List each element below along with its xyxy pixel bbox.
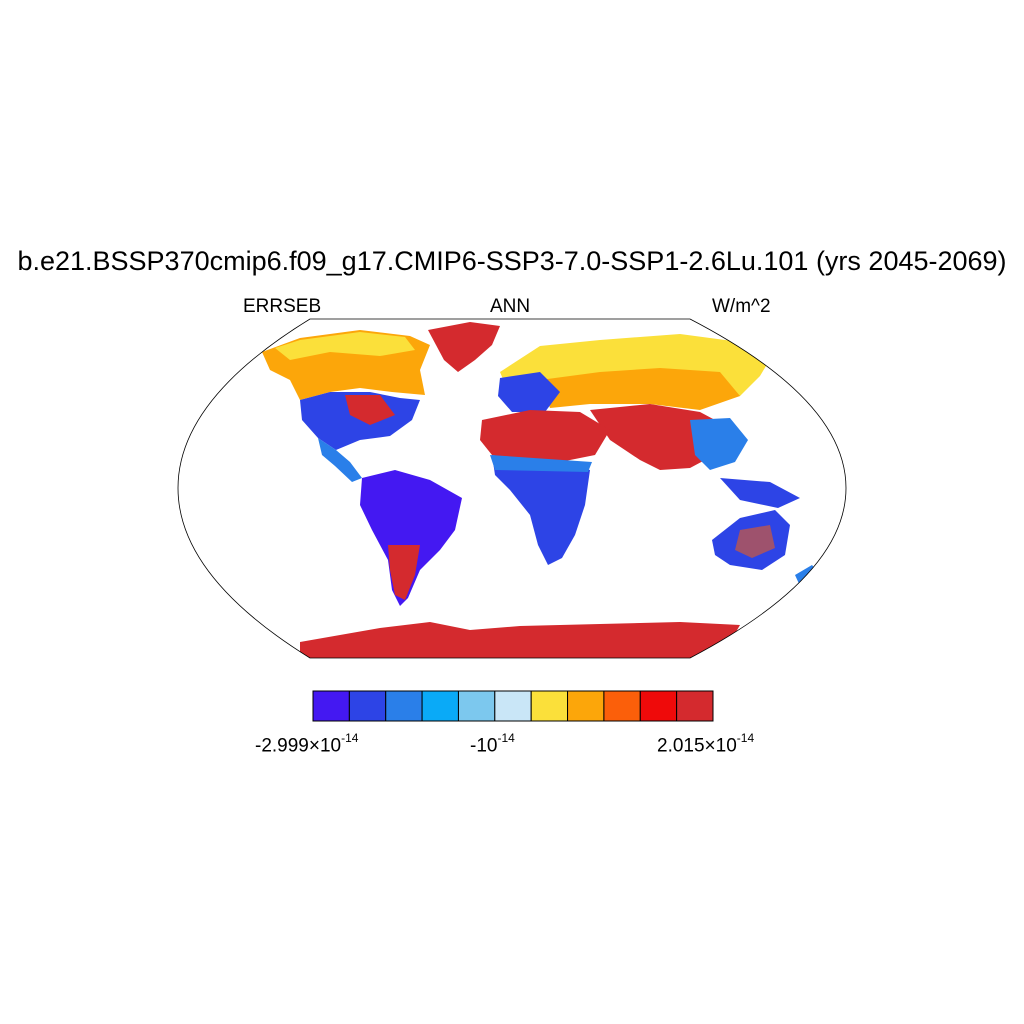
colorbar-box-4 xyxy=(457,690,496,722)
colorbar-mid-label: -10-14 xyxy=(470,731,515,757)
usa-region xyxy=(300,392,420,450)
antarctica-region xyxy=(300,622,740,658)
colorbar xyxy=(312,690,714,722)
colorbar-box-7 xyxy=(567,690,605,722)
colorbar-max-exponent: -14 xyxy=(736,731,755,745)
plot-title: b.e21.BSSP370cmip6.f09_g17.CMIP6-SSP3-7.… xyxy=(17,246,1007,276)
usa-east-patch xyxy=(345,395,395,425)
colorbar-box-3 xyxy=(421,690,459,722)
colorbar-mid-exponent: -14 xyxy=(497,731,515,745)
china-region xyxy=(690,418,748,470)
colorbar-max-prefix: ×10 xyxy=(704,735,737,757)
sahel-band xyxy=(490,455,592,472)
colorbar-box-8 xyxy=(603,690,641,722)
colorbar-max-mantissa: 2.015 xyxy=(657,735,705,757)
colorbar-min-prefix: ×10 xyxy=(308,735,342,757)
europe-west xyxy=(498,372,560,412)
colorbar-box-5 xyxy=(494,690,532,722)
australia-interior xyxy=(735,525,775,558)
variable-label: ERRSEB xyxy=(243,296,322,317)
units-label: W/m^2 xyxy=(712,296,771,317)
colorbar-min-mantissa: -2.999 xyxy=(255,735,309,757)
land-masses xyxy=(262,322,818,658)
canada-north-band xyxy=(275,332,415,360)
north-africa-region xyxy=(480,410,610,462)
map-border xyxy=(177,318,847,659)
season-label: ANN xyxy=(490,296,531,317)
colorbar-box-1 xyxy=(348,690,387,722)
greenland-region xyxy=(428,322,500,372)
se-asia-islands xyxy=(720,478,800,508)
central-africa-region xyxy=(492,455,590,565)
colorbar-box-10 xyxy=(676,690,714,722)
colorbar-max-label: 2.015×10-14 xyxy=(657,731,755,757)
colorbar-box-2 xyxy=(385,690,423,722)
south-america-south xyxy=(388,545,420,600)
colorbar-box-6 xyxy=(530,690,569,722)
colorbar-box-0 xyxy=(312,690,350,722)
colorbar-min-label: -2.999×10-14 xyxy=(255,731,359,757)
eurasia-central xyxy=(540,368,740,410)
south-america-region xyxy=(360,470,462,606)
colorbar-mid-mantissa: -10 xyxy=(470,735,498,757)
colorbar-min-exponent: -14 xyxy=(341,731,359,745)
colorbar-box-9 xyxy=(639,690,678,722)
central-america xyxy=(318,438,362,482)
